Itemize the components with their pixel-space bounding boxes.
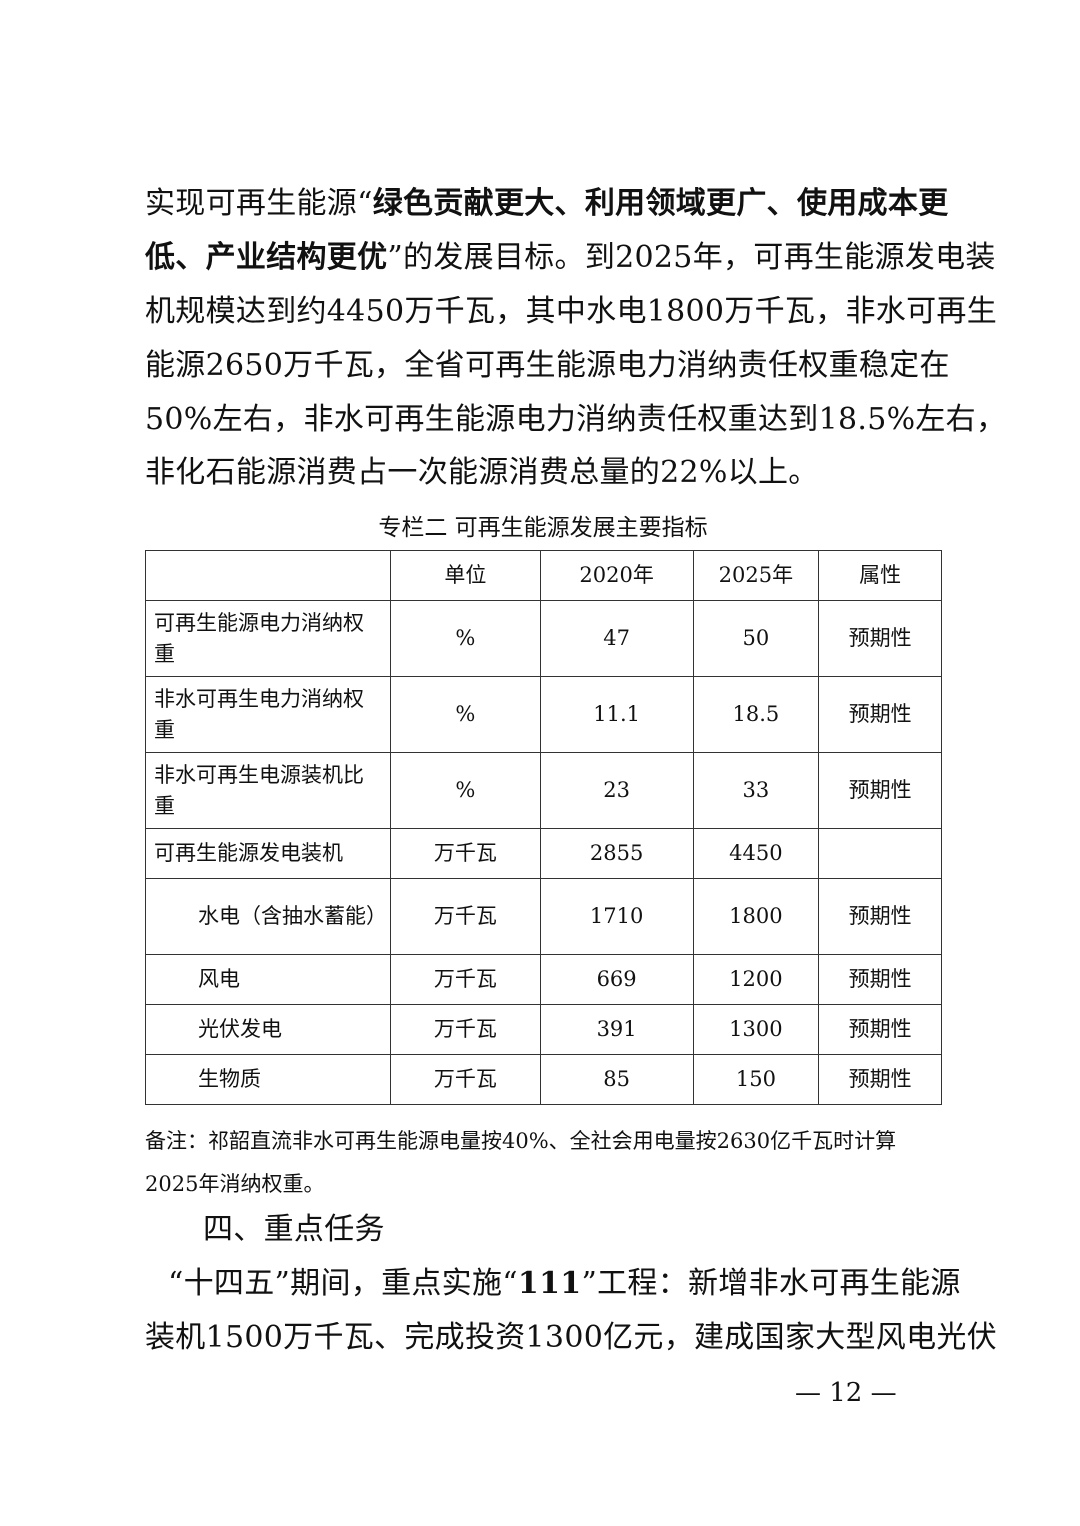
cell-name: 可再生能源发电装机 (144, 828, 392, 879)
table-row: 光伏发电 万千瓦 391 1300 预期性 (144, 1004, 942, 1055)
cell-y2020: 391 (539, 1004, 694, 1055)
table-row: 可再生能源电力消纳权重% 47 50 预期性 (144, 600, 942, 677)
cell-attr: 预期性 (818, 1054, 942, 1105)
table-caption: 专栏二 可再生能源发展主要指标 (378, 515, 708, 541)
text-segment: 能源2650万千瓦，全省可再生能源电力消纳责任权重稳定在 (145, 348, 950, 383)
text-segment: 50%左右，非水可再生能源电力消纳责任权重达到18.5%左右， (145, 402, 1007, 437)
cell-y2025: 1800 (692, 878, 820, 955)
cell-y2025: 4450 (692, 828, 820, 879)
cell-y2020: 11.1 (539, 676, 694, 753)
page-number: — 12 — (795, 1378, 897, 1408)
cell-name: 非水可再生电源装机比重 (144, 752, 392, 829)
text-line: 实现可再生能源“绿色贡献更大、利用领域更广、使用成本更 (145, 184, 948, 224)
text-line: “十四五”期间，重点实施“111”工程：新增非水可再生能源 (168, 1264, 968, 1304)
section-heading: 四、重点任务 (203, 1212, 385, 1247)
text-line: 机规模达到约4450万千瓦，其中水电1800万千瓦，非水可再生 (145, 292, 997, 332)
column-header: 单位 (390, 550, 541, 601)
text-segment: 绿色贡献更大、利用领域更广、使用成本更 (372, 186, 949, 221)
text-segment: 低、产业结构更优 (145, 240, 388, 275)
cell-unit: % (390, 600, 541, 677)
text-line: 低、产业结构更优”的发展目标。到2025年，可再生能源发电装 (145, 238, 995, 278)
text-segment: 机规模达到约4450万千瓦，其中水电1800万千瓦，非水可再生 (145, 294, 997, 329)
text-segment: “十四五”期间，重点实施“ (168, 1266, 518, 1301)
cell-y2025: 50 (692, 600, 820, 677)
cell-unit: 万千瓦 (390, 828, 541, 879)
cell-attr: 预期性 (818, 1004, 942, 1055)
cell-unit: % (390, 752, 541, 829)
cell-attr: 预期性 (818, 676, 942, 753)
table-row: 非水可再生电源装机比重% 23 33 预期性 (144, 752, 942, 829)
cell-name: 非水可再生电力消纳权重 (144, 676, 392, 753)
table-row: 水电（含抽水蓄能） 万千瓦 1710 1800 预期性 (144, 878, 942, 955)
cell-unit: % (390, 676, 541, 753)
cell-name: 可再生能源电力消纳权重 (144, 600, 392, 677)
text-segment: 实现可再生能源“ (145, 186, 373, 221)
table-row: 可再生能源发电装机 万千瓦 2855 4450 (144, 828, 942, 879)
cell-attr: 预期性 (818, 600, 942, 677)
cell-y2020: 47 (539, 600, 694, 677)
table-row: 非水可再生电力消纳权重% 11.1 18.5 预期性 (144, 676, 942, 753)
cell-attr: 预期性 (818, 954, 942, 1005)
table-note-line: 2025年消纳权重。 (145, 1172, 325, 1196)
table-note-line: 备注：祁韶直流非水可再生能源电量按40%、全社会用电量按2630亿千瓦时计算 (145, 1129, 897, 1153)
column-header (144, 550, 392, 601)
cell-unit: 万千瓦 (390, 878, 541, 955)
text-segment: ”工程：新增非水可再生能源 (581, 1266, 961, 1301)
cell-name: 风电 (144, 954, 392, 1005)
cell-y2025: 1200 (692, 954, 820, 1005)
indicators-table: 单位 2020年 2025年 属性 可再生能源电力消纳权重% 47 50 预期性 非水可再生电力… (144, 550, 942, 1105)
text-segment: ”的发展目标。到2025年，可再生能源发电装 (387, 240, 996, 275)
text-line: 50%左右，非水可再生能源电力消纳责任权重达到18.5%左右， (145, 400, 1006, 440)
text-segment: 非化石能源消费占一次能源消费总量的22%以上。 (145, 455, 819, 490)
cell-name: 光伏发电 (144, 1004, 392, 1055)
cell-unit: 万千瓦 (390, 954, 541, 1005)
cell-y2025: 1300 (692, 1004, 820, 1055)
table-row: 生物质 万千瓦 85 150 预期性 (144, 1054, 942, 1105)
cell-attr: 预期性 (818, 752, 942, 829)
text-segment: 111 (517, 1266, 582, 1301)
cell-y2020: 85 (539, 1054, 694, 1105)
text-line: 非化石能源消费占一次能源消费总量的22%以上。 (145, 453, 945, 493)
cell-y2025: 33 (692, 752, 820, 829)
text-segment: 装机1500万千瓦、完成投资1300亿元，建成国家大型风电光伏 (145, 1320, 997, 1355)
text-line: 能源2650万千瓦，全省可再生能源电力消纳责任权重稳定在 (145, 346, 949, 386)
cell-y2020: 669 (539, 954, 694, 1005)
cell-name: 水电（含抽水蓄能） (144, 878, 392, 955)
cell-y2025: 18.5 (692, 676, 820, 753)
cell-attr (818, 828, 942, 879)
cell-y2025: 150 (692, 1054, 820, 1105)
cell-attr: 预期性 (818, 878, 942, 955)
cell-name: 生物质 (144, 1054, 392, 1105)
table-header-row: 单位 2020年 2025年 属性 (144, 550, 942, 601)
cell-unit: 万千瓦 (390, 1054, 541, 1105)
column-header: 2020年 (539, 550, 694, 601)
table-row: 风电 万千瓦 669 1200 预期性 (144, 954, 942, 1005)
cell-y2020: 1710 (539, 878, 694, 955)
column-header: 2025年 (692, 550, 820, 601)
cell-y2020: 2855 (539, 828, 694, 879)
text-line: 装机1500万千瓦、完成投资1300亿元，建成国家大型风电光伏 (145, 1318, 997, 1358)
cell-y2020: 23 (539, 752, 694, 829)
cell-unit: 万千瓦 (390, 1004, 541, 1055)
column-header: 属性 (818, 550, 942, 601)
